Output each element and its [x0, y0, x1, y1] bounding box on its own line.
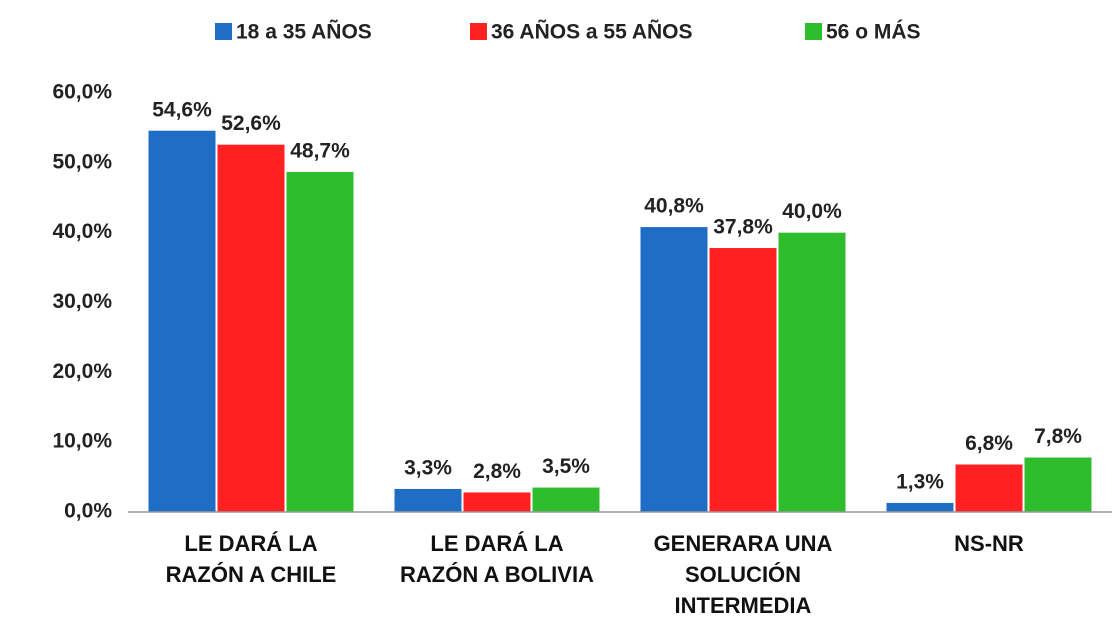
data-label: 52,6%	[221, 112, 281, 135]
bar	[1024, 457, 1092, 512]
bar	[955, 464, 1023, 512]
bar	[640, 227, 708, 512]
data-label: 48,7%	[290, 139, 350, 162]
data-label: 6,8%	[965, 432, 1013, 455]
legend-label: 36 AÑOS a 55 AÑOS	[491, 21, 693, 44]
bar	[463, 492, 531, 512]
bar	[886, 502, 954, 512]
bar	[778, 232, 846, 512]
y-tick-label: 60,0%	[52, 81, 112, 104]
data-label: 40,0%	[782, 200, 842, 223]
legend-label: 18 a 35 AÑOS	[236, 21, 372, 44]
legend-swatch	[470, 23, 487, 40]
data-label: 3,5%	[542, 455, 590, 478]
y-tick-label: 40,0%	[52, 220, 112, 243]
data-label: 54,6%	[152, 98, 212, 121]
legend-swatch	[215, 23, 232, 40]
x-tick-label: NS-NR	[954, 531, 1024, 556]
data-label: 40,8%	[644, 195, 704, 218]
legend-label: 56 o MÁS	[826, 21, 921, 44]
bar	[286, 171, 354, 512]
x-tick-label: GENERARA UNA SOLUCIÓN INTERMEDIA	[653, 531, 833, 618]
y-tick-label: 0,0%	[64, 500, 112, 523]
data-label: 3,3%	[404, 457, 452, 480]
bar	[709, 248, 777, 512]
y-tick-label: 50,0%	[52, 150, 112, 173]
data-label: 7,8%	[1034, 425, 1082, 448]
x-tick-label: LE DARÁ LA RAZÓN A BOLIVIA	[400, 531, 594, 587]
bar	[217, 144, 285, 512]
y-tick-label: 30,0%	[52, 290, 112, 313]
bar	[394, 488, 462, 512]
y-tick-label: 10,0%	[52, 430, 112, 453]
data-label: 1,3%	[896, 470, 944, 493]
legend-swatch	[805, 23, 822, 40]
data-label: 2,8%	[473, 460, 521, 483]
bar	[148, 130, 216, 512]
x-tick-label: LE DARÁ LA RAZÓN A CHILE	[165, 531, 337, 587]
y-tick-label: 20,0%	[52, 360, 112, 383]
bar	[532, 487, 600, 512]
data-label: 37,8%	[713, 216, 773, 239]
